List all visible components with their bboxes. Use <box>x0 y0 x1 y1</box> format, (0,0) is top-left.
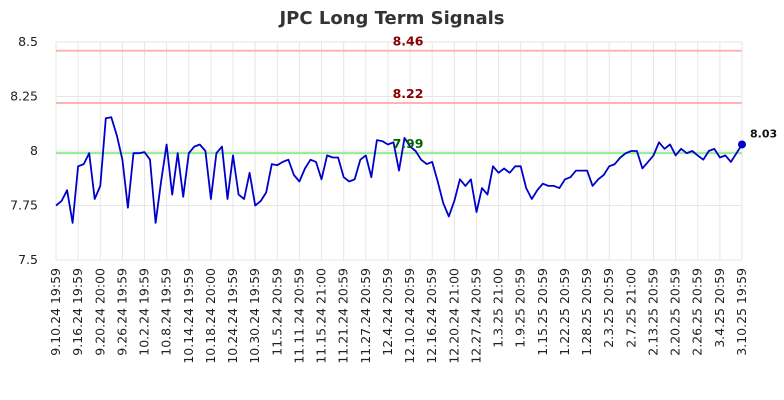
x-tick-label: 12.4.24 20:59 <box>380 268 395 356</box>
grid-layer <box>55 41 743 261</box>
chart-title: JPC Long Term Signals <box>279 8 505 29</box>
x-tick-label: 10.14.24 19:59 <box>181 268 196 364</box>
y-tick-label: 8.5 <box>18 34 38 49</box>
x-tick-label: 12.27.24 20:59 <box>468 268 483 364</box>
last-value-label: 8.03 <box>750 127 777 140</box>
y-tick-label: 8 <box>30 143 38 158</box>
x-tick-label: 11.15.24 21:00 <box>314 268 329 364</box>
x-tick-label: 2.20.25 20:59 <box>668 268 683 356</box>
x-tick-label: 9.26.24 19:59 <box>114 268 129 356</box>
series-layer <box>55 116 746 224</box>
y-tick-label: 7.75 <box>10 198 38 213</box>
y-tick-label: 7.5 <box>18 252 38 267</box>
x-tick-label: 2.13.25 20:59 <box>645 268 660 356</box>
x-tick-label: 11.27.24 20:59 <box>358 268 373 364</box>
x-tick-label: 2.3.25 20:59 <box>601 268 616 348</box>
x-tick-label: 9.10.24 19:59 <box>48 268 63 356</box>
x-tick-label: 2.7.25 21:00 <box>623 268 638 348</box>
x-tick-label: 9.16.24 19:59 <box>70 268 85 356</box>
x-tick-label: 1.28.25 20:59 <box>579 268 594 356</box>
x-tick-label: 10.24.24 19:59 <box>225 268 240 364</box>
x-tick-label: 10.8.24 19:59 <box>159 268 174 356</box>
x-tick-label: 1.3.25 21:00 <box>491 268 506 348</box>
x-tick-label: 2.26.25 20:59 <box>690 268 705 356</box>
last-point-marker <box>738 140 746 149</box>
x-tick-label: 1.15.25 20:59 <box>535 268 550 356</box>
label-layer: 8.46 8.22 7.99 8.03 <box>393 34 778 151</box>
price-series-line <box>55 116 743 224</box>
y-tick-label: 8.25 <box>10 89 38 104</box>
signal-level-label: 8.22 <box>393 86 424 101</box>
axis-layer: 7.5 7.75 8 8.25 8.5 9.10.24 19:59 9.16.24 19:5… <box>10 34 749 364</box>
x-tick-label: 11.11.24 20:59 <box>291 268 306 364</box>
x-tick-label: 11.21.24 20:59 <box>336 268 351 364</box>
signal-level-label: 7.99 <box>393 136 424 151</box>
x-tick-label: 10.18.24 20:00 <box>203 268 218 364</box>
x-tick-label: 9.20.24 20:00 <box>92 268 107 356</box>
x-tick-label: 11.5.24 20:59 <box>269 268 284 356</box>
x-tick-label: 3.10.25 19:59 <box>734 268 749 356</box>
x-tick-label: 12.10.24 20:59 <box>402 268 417 364</box>
x-tick-label: 1.22.25 20:59 <box>557 268 572 356</box>
x-tick-label: 12.20.24 21:00 <box>446 268 461 364</box>
x-tick-label: 10.30.24 19:59 <box>247 268 262 364</box>
x-tick-label: 3.4.25 20:59 <box>712 268 727 348</box>
x-tick-label: 12.16.24 20:59 <box>424 268 439 364</box>
x-tick-label: 10.2.24 19:59 <box>137 268 152 356</box>
x-tick-label: 1.9.25 20:59 <box>513 268 528 348</box>
signal-level-label: 8.46 <box>393 34 424 49</box>
